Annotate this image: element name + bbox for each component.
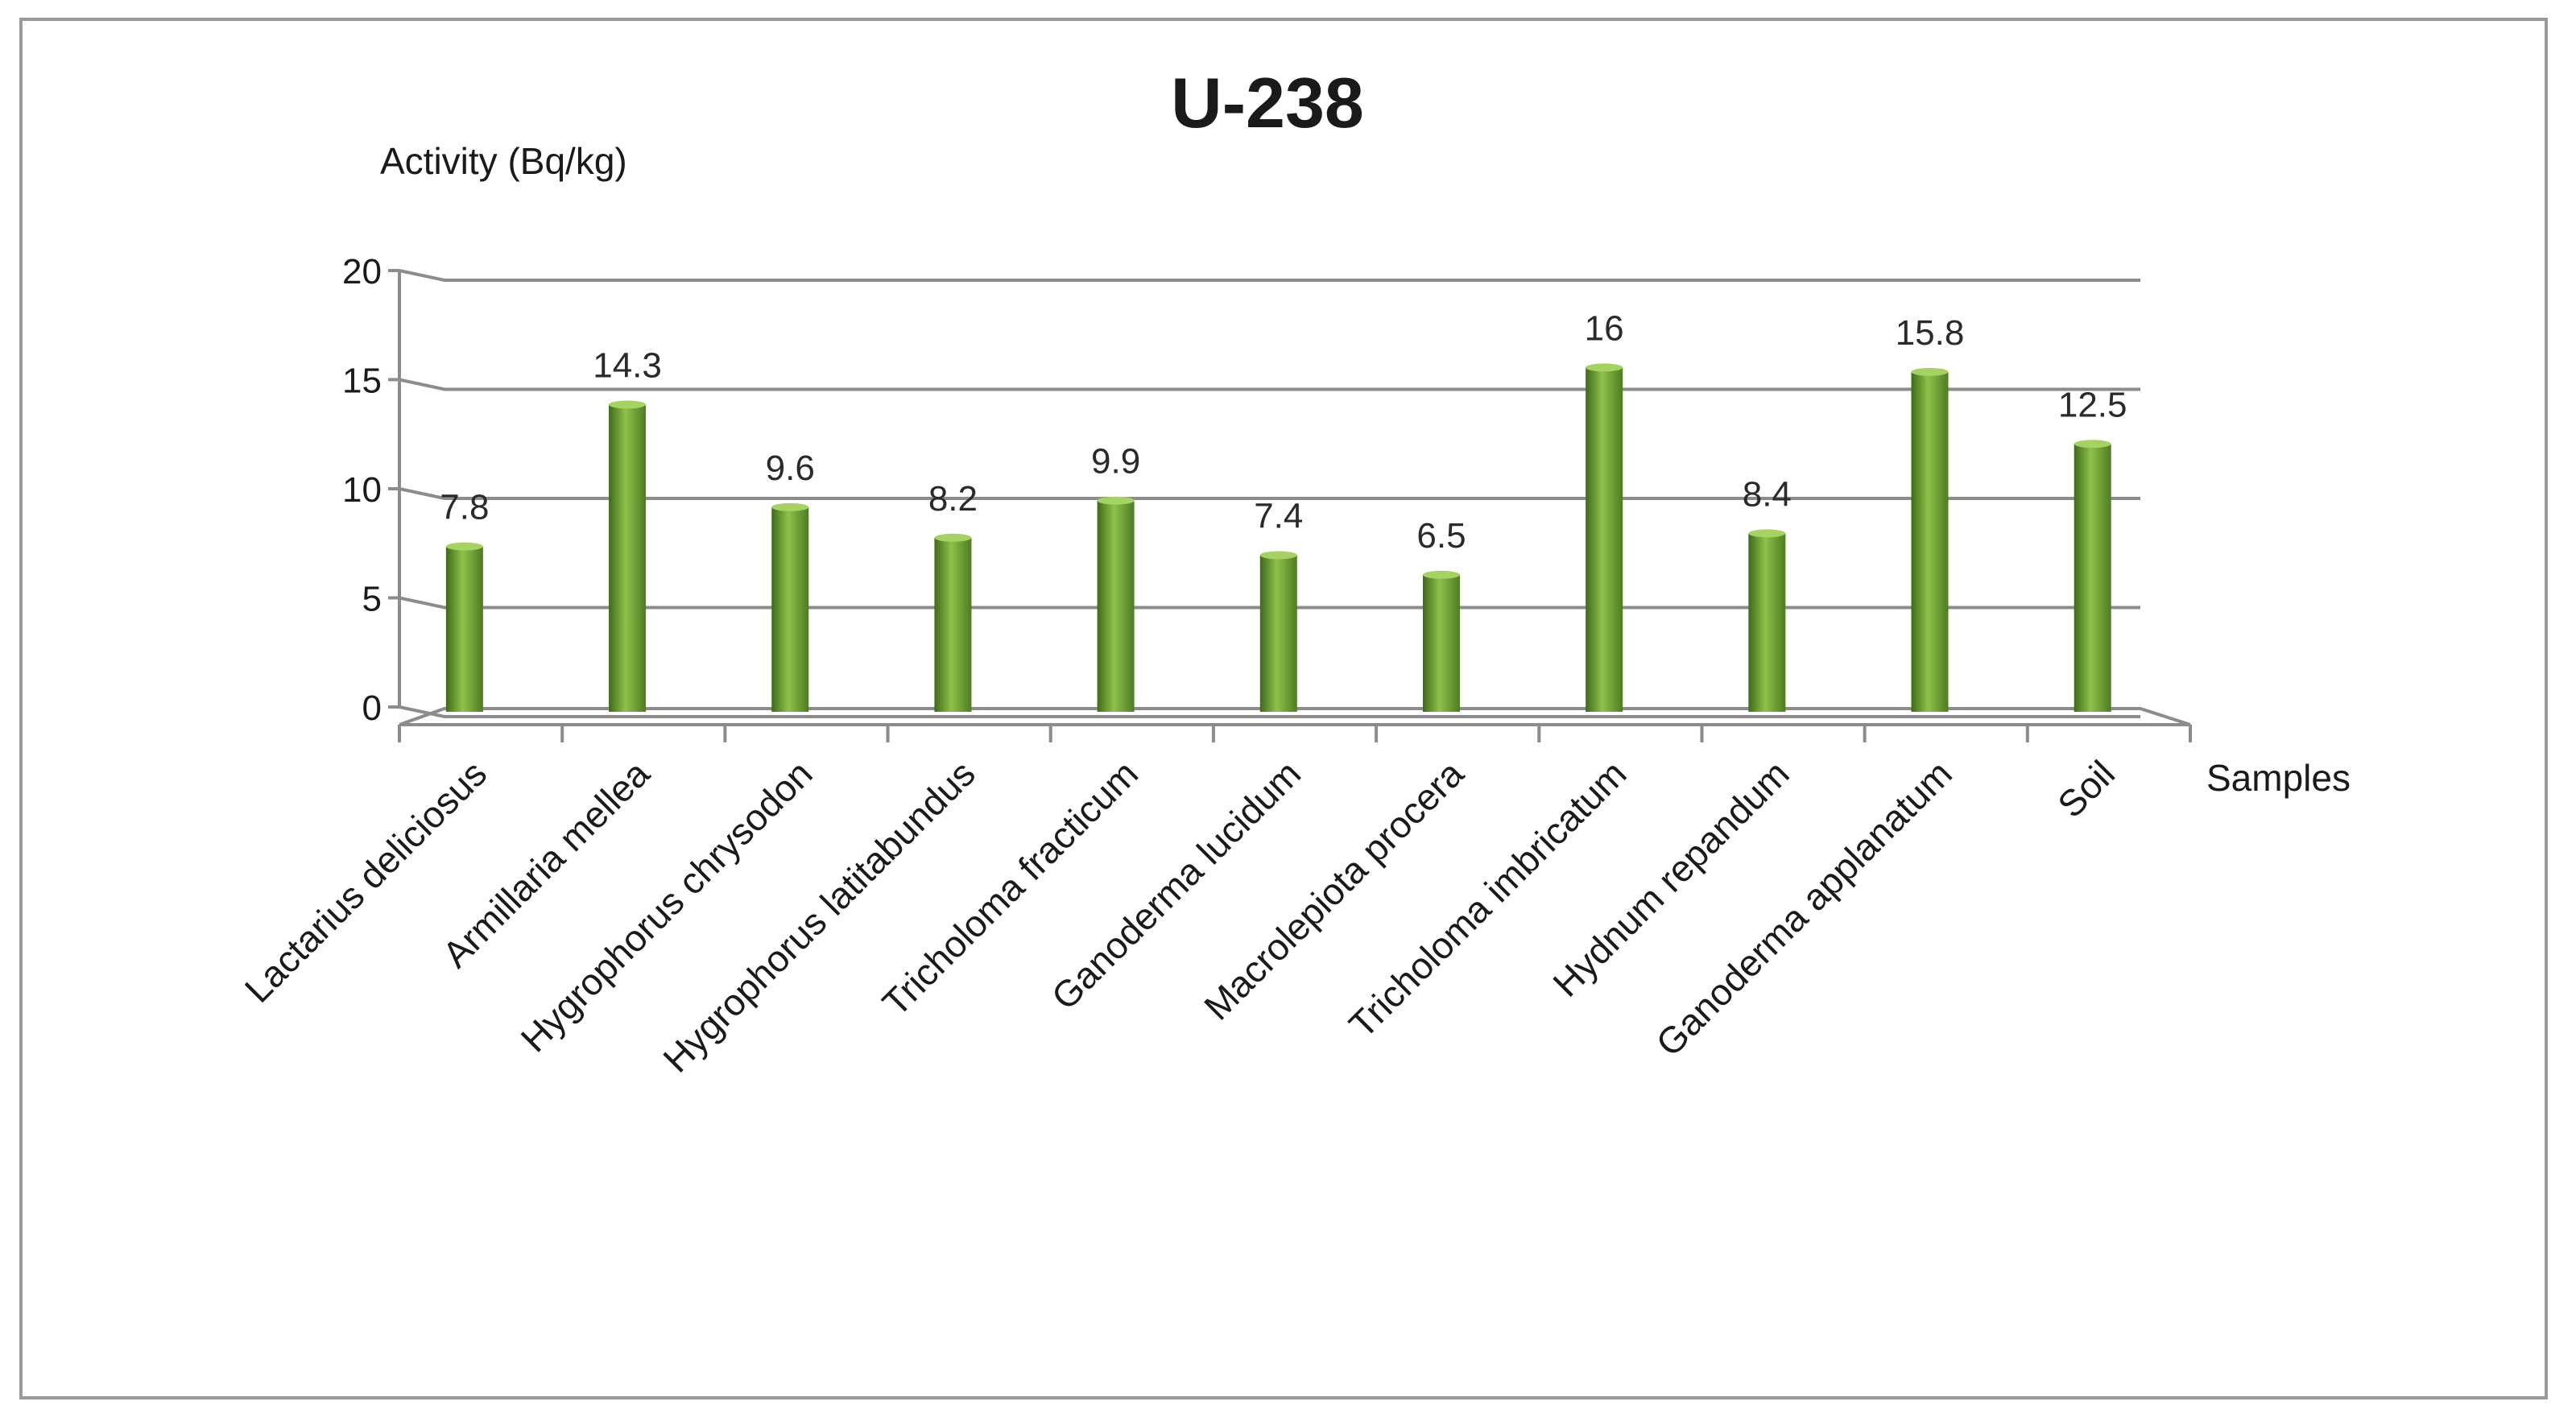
y-tick-label: 0 — [362, 688, 382, 728]
bar-top — [1586, 363, 1623, 372]
y-tick-label: 5 — [362, 580, 382, 619]
gridline — [399, 269, 2140, 282]
y-tick-label: 15 — [342, 362, 382, 401]
category-label: Hygrophorus chrysodon — [513, 752, 821, 1060]
bar-top — [1748, 529, 1786, 538]
data-label: 14.3 — [593, 345, 662, 385]
bar-top — [771, 502, 809, 511]
bar — [771, 506, 809, 712]
chart-title: U-238 — [1171, 63, 1364, 143]
gridline — [399, 705, 2140, 718]
category-label: Soil — [2049, 752, 2123, 825]
bar-top — [1422, 570, 1460, 579]
bar-chart: U-238 Activity (Bq/kg) Samples 05101520 … — [237, 63, 2351, 1081]
data-label: 9.6 — [766, 449, 815, 488]
bars — [445, 363, 2111, 712]
bar-top — [1097, 496, 1135, 505]
bar — [445, 546, 483, 712]
bar-top — [1911, 367, 1949, 376]
data-label: 6.5 — [1416, 516, 1466, 556]
data-labels: 7.8 14.3 9.6 8.2 9.9 7.4 6.5 16 8.4 15.8 12.5 — [440, 308, 2127, 555]
bar — [1748, 533, 1786, 712]
data-label: 8.4 — [1743, 474, 1792, 514]
data-label: 7.8 — [440, 488, 489, 527]
chart-frame: U-238 Activity (Bq/kg) Samples 0 5 10 15 20 … — [19, 18, 2548, 1399]
bar — [1097, 500, 1135, 712]
data-label: 12.5 — [2058, 385, 2127, 424]
data-label: 8.2 — [928, 479, 978, 519]
bar-top — [1259, 551, 1297, 560]
gridline — [399, 378, 2140, 391]
bar — [1586, 367, 1623, 712]
y-tick-label: 10 — [342, 470, 382, 510]
gridlines — [399, 269, 2140, 718]
data-label: 9.9 — [1091, 442, 1140, 482]
bar — [609, 404, 647, 712]
category-label: Ganoderma applanatum — [1648, 752, 1960, 1064]
bar-top — [609, 400, 647, 409]
x-axis-label: Samples — [2206, 757, 2351, 799]
bar — [2074, 444, 2111, 712]
bar-top — [445, 542, 483, 551]
bar-top — [934, 533, 972, 542]
category-label: Hygrophorus latitabundus — [655, 752, 982, 1080]
y-tick-labels: 0 5 10 15 20 — [342, 252, 382, 728]
category-label: Tricholoma imbricatum — [1341, 752, 1635, 1046]
gridline — [399, 487, 2140, 500]
data-label: 7.4 — [1254, 496, 1303, 535]
y-tick-label: 20 — [342, 252, 382, 291]
bar-top — [2074, 440, 2111, 449]
gridline — [399, 596, 2140, 610]
bar — [934, 537, 972, 712]
data-label: 16 — [1585, 308, 1624, 348]
y-axis-label: Activity (Bq/kg) — [380, 140, 627, 182]
data-label: 15.8 — [1896, 313, 1965, 353]
category-label: Lactarius deliciosus — [237, 752, 495, 1011]
bar — [1911, 371, 1949, 712]
bar — [1422, 574, 1460, 712]
bar — [1259, 555, 1297, 712]
